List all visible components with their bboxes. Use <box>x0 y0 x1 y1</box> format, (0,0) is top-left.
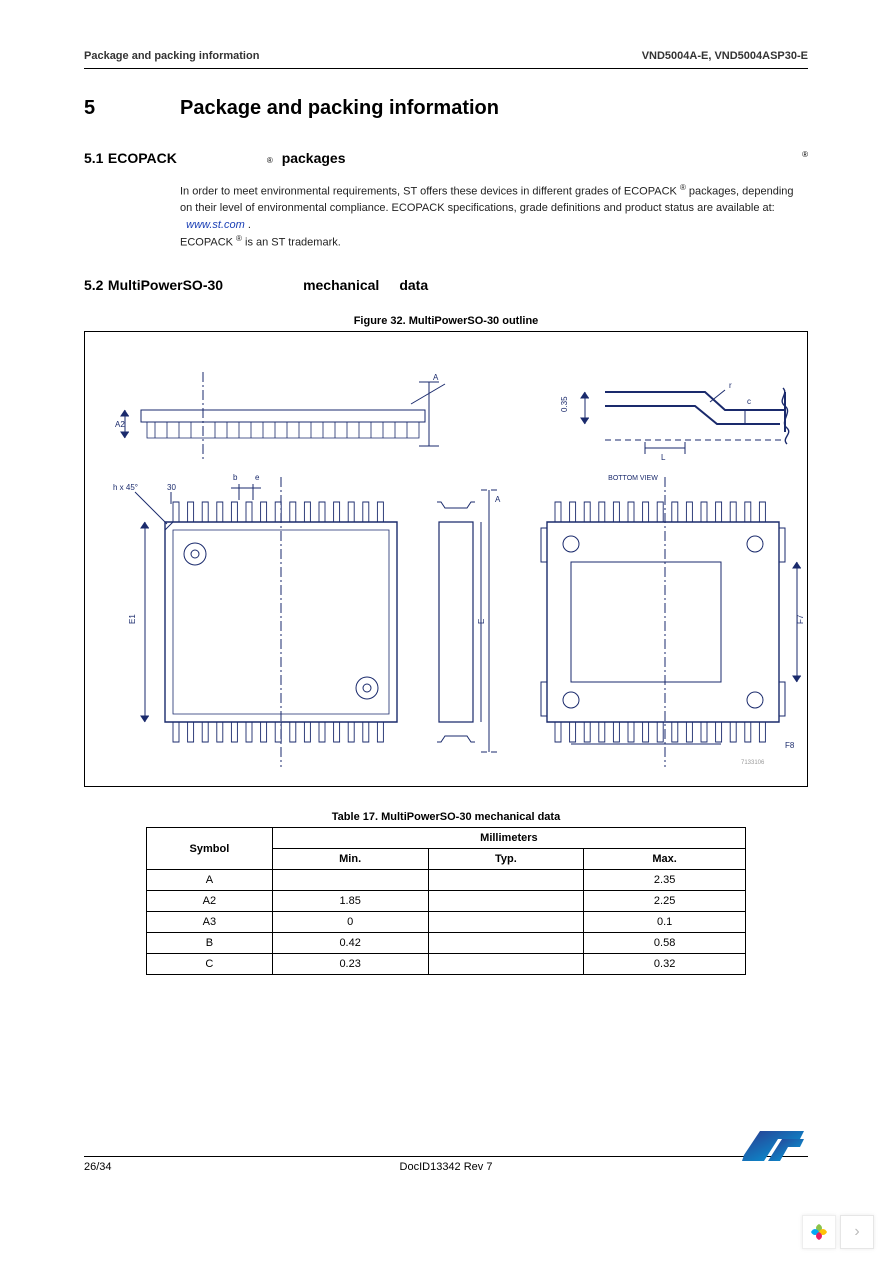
section-title: Package and packing information <box>180 97 499 120</box>
table-row: B0.42 0.58 <box>147 933 746 954</box>
header-right: VND5004A-E, VND5004ASP30-E <box>642 50 808 62</box>
table-row: C0.23 0.32 <box>147 954 746 975</box>
registered-icon: ® <box>267 156 273 165</box>
page-footer: 26/34 DocID13342 Rev 7 <box>84 1156 808 1173</box>
table-cell: 0.1 <box>584 912 746 933</box>
label-l: L <box>661 453 666 462</box>
table-row: A30 0.1 <box>147 912 746 933</box>
side-profile-view <box>121 372 445 462</box>
registered-icon: ® <box>802 150 808 159</box>
table-cell: A <box>147 870 273 891</box>
next-page-button[interactable]: › <box>840 1215 874 1249</box>
sub2-title-c: data <box>399 277 428 293</box>
mechanical-data-table: Symbol Millimeters Min. Typ. Max. A2.35A… <box>146 827 746 975</box>
label-f8: F8 <box>785 741 795 750</box>
table-row: A 2.35 <box>147 870 746 891</box>
page-header: Package and packing information VND5004A… <box>84 50 808 69</box>
sub1-brand: ECOPACK <box>108 150 177 166</box>
label-a2: A2 <box>115 420 125 429</box>
sub2-title-b: mechanical <box>303 277 379 293</box>
col-symbol: Symbol <box>147 828 273 870</box>
sub1-number: 5.1 <box>84 150 103 166</box>
table-row: A21.85 2.25 <box>147 891 746 912</box>
label-r: r <box>729 381 732 390</box>
section-heading: 5 Package and packing information <box>84 97 808 120</box>
sub2-number: 5.2 <box>84 277 103 293</box>
outline-svg: A2 A L 0.35 c r BOTTOM VIEW h x 45° 30 b… <box>85 332 809 788</box>
subsection-2-heading: 5.2 MultiPowerSO-30 mechanical data <box>84 277 808 295</box>
col-min: Min. <box>272 849 428 870</box>
sub2-title-a: MultiPowerSO-30 <box>108 277 223 293</box>
header-left: Package and packing information <box>84 50 259 62</box>
sub1-paragraph: In order to meet environmental requireme… <box>180 182 808 251</box>
para-text: is an ST trademark. <box>245 237 341 249</box>
table-cell <box>272 870 428 891</box>
bottom-view <box>541 477 801 767</box>
table-cell: C <box>147 954 273 975</box>
col-max: Max. <box>584 849 746 870</box>
table-cell: 1.85 <box>272 891 428 912</box>
table-cell <box>428 954 584 975</box>
table-cell: 0 <box>272 912 428 933</box>
table-cell: A2 <box>147 891 273 912</box>
figure-caption: Figure 32. MultiPowerSO-30 outline <box>84 315 808 327</box>
footer-docid: DocID13342 Rev 7 <box>84 1161 808 1173</box>
table-cell: 0.58 <box>584 933 746 954</box>
label-b: b <box>233 473 238 482</box>
label-a: A <box>495 495 501 504</box>
label-035: 0.35 <box>560 396 569 412</box>
package-outline-figure: A2 A L 0.35 c r BOTTOM VIEW h x 45° 30 b… <box>84 331 808 787</box>
table-cell <box>428 891 584 912</box>
table-cell <box>428 870 584 891</box>
st-logo-icon <box>738 1125 808 1167</box>
label-pin30: 30 <box>167 483 176 492</box>
label-a: A <box>433 373 439 382</box>
registered-icon: ® <box>236 234 242 243</box>
table-cell: A3 <box>147 912 273 933</box>
table-cell: 0.42 <box>272 933 428 954</box>
end-view <box>437 490 497 752</box>
table-cell: 0.23 <box>272 954 428 975</box>
label-e1: E1 <box>128 614 137 624</box>
table-cell: 2.35 <box>584 870 746 891</box>
para-text: In order to meet environmental requireme… <box>180 186 677 198</box>
table-cell: 2.25 <box>584 891 746 912</box>
registered-icon: ® <box>680 183 686 192</box>
label-e: E <box>477 619 486 624</box>
table-cell: 0.32 <box>584 954 746 975</box>
col-mm: Millimeters <box>272 828 745 849</box>
para-text: ECOPACK <box>180 237 233 249</box>
lead-detail-view <box>581 388 789 454</box>
st-website-link[interactable]: www.st.com <box>186 219 245 231</box>
label-e: e <box>255 473 260 482</box>
table-caption: Table 17. MultiPowerSO-30 mechanical dat… <box>84 811 808 823</box>
figure-refcode: 7133106 <box>741 760 765 766</box>
section-number: 5 <box>84 97 180 120</box>
label-c: c <box>747 397 751 406</box>
table-cell <box>428 933 584 954</box>
label-f7: F7 <box>796 614 805 624</box>
table-cell <box>428 912 584 933</box>
viewer-tool-icon[interactable] <box>802 1215 836 1249</box>
top-view <box>135 477 397 767</box>
subsection-1-heading: 5.1 ECOPACK ® packages ® <box>84 150 808 168</box>
label-bottom-view: BOTTOM VIEW <box>608 475 658 482</box>
col-typ: Typ. <box>428 849 584 870</box>
label-h45: h x 45° <box>113 483 138 492</box>
sub1-suffix: packages <box>282 150 346 166</box>
table-cell: B <box>147 933 273 954</box>
page-content: Package and packing information VND5004A… <box>84 50 808 975</box>
